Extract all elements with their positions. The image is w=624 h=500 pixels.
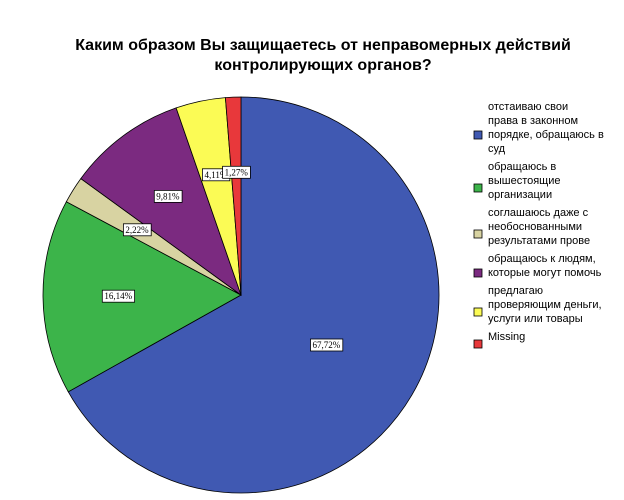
legend-label: отстаиваю свои [488, 101, 568, 113]
data-label-box [123, 223, 152, 237]
legend-item: Missing [473, 331, 525, 349]
chart-title: Каким образом Вы защищаетесь от неправом… [75, 37, 571, 74]
legend-label: необоснованными [488, 221, 582, 233]
legend-swatch [473, 268, 483, 278]
legend-swatch [473, 307, 483, 317]
legend-item: предлагаю проверяющим деньги, услуги или т… [473, 285, 602, 325]
chart-title-line: Каким образом Вы защищаетесь от неправом… [75, 37, 571, 54]
legend-item: соглашаюсь даже с необоснованными результа… [473, 207, 590, 247]
data-label-text: 9,81% [156, 191, 180, 201]
legend-label: услуги или товары [488, 313, 583, 325]
legend-label: обращаюсь к людям, [488, 253, 596, 265]
pie-slice [67, 96, 440, 494]
legend-label: соглашаюсь даже с [488, 207, 589, 219]
pie-slice [42, 201, 242, 393]
data-label-box [153, 189, 183, 203]
legend-swatch [473, 339, 483, 349]
legend-label: порядке, обращаюсь в [488, 129, 604, 141]
legend: отстаиваю свои права в законном порядке, о… [473, 101, 604, 349]
data-label-text: 2,22% [125, 225, 149, 235]
pie-slices [42, 96, 440, 494]
data-label-text: 4,11% [204, 170, 227, 180]
data-label-box [222, 165, 251, 179]
legend-label: права в законном [488, 115, 578, 127]
chart-title-line: контролирующих органов? [214, 57, 431, 74]
legend-label: организации [488, 189, 552, 201]
pie-slice [224, 96, 242, 296]
legend-label: вышестоящие [488, 175, 561, 187]
legend-item: обращаюсь к людям, которые могут помочь [473, 253, 602, 279]
legend-label: Missing [488, 331, 525, 343]
data-label: 9,81% [153, 189, 183, 203]
legend-label: обращаюсь в [488, 161, 556, 173]
data-label-text: 16,14% [104, 291, 132, 301]
legend-swatch [473, 229, 483, 239]
legend-label: которые могут помочь [488, 267, 602, 279]
data-label-box [310, 338, 344, 352]
legend-label: проверяющим деньги, [488, 299, 602, 311]
data-label-text: 1,27% [225, 167, 249, 177]
legend-label: предлагаю [488, 285, 543, 297]
data-labels: 67,72% 16,14% 2,22% 9,81% 4,11%1,27% [101, 165, 344, 352]
data-label: 2,22% [123, 223, 152, 237]
data-label-box [101, 289, 136, 303]
data-label: 67,72% [310, 338, 344, 352]
data-label: 16,14% [101, 289, 136, 303]
legend-item: отстаиваю свои права в законном порядке, о… [473, 101, 604, 155]
legend-item: обращаюсь в вышестоящие организации [473, 161, 561, 201]
legend-swatch [473, 183, 483, 193]
legend-swatch [473, 130, 483, 140]
legend-label: суд [488, 143, 506, 155]
data-label-text: 67,72% [313, 340, 341, 350]
data-label: 1,27% [222, 165, 251, 179]
legend-label: результатами прове [488, 235, 590, 247]
